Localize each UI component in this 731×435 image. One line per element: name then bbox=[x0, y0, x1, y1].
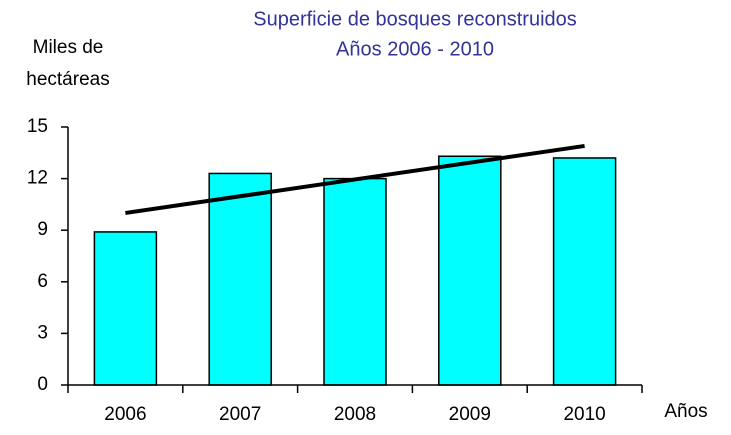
chart-subtitle: Años 2006 - 2010 bbox=[336, 38, 494, 60]
bar bbox=[208, 172, 272, 386]
x-axis-label: Años bbox=[664, 401, 707, 422]
y-tick-label: 9 bbox=[37, 219, 48, 240]
y-axis-label: Miles de bbox=[33, 37, 104, 58]
chart-title: Superficie de bosques reconstruidos bbox=[253, 8, 577, 30]
bar bbox=[93, 231, 158, 386]
bar bbox=[438, 155, 502, 386]
trend-line bbox=[125, 143, 585, 215]
y-tick-label: 3 bbox=[37, 322, 48, 343]
y-tick-label: 15 bbox=[27, 116, 48, 137]
y-axis-label: hectáreas bbox=[26, 69, 109, 90]
y-tick-label: 12 bbox=[27, 168, 48, 189]
x-tick-label: 2010 bbox=[563, 404, 605, 425]
x-tick-label: 2006 bbox=[104, 404, 146, 425]
bar bbox=[323, 177, 387, 386]
x-tick-label: 2007 bbox=[219, 404, 261, 425]
x-tick-label: 2008 bbox=[334, 404, 376, 425]
bar bbox=[552, 157, 617, 386]
y-tick-label: 6 bbox=[37, 271, 48, 292]
x-tick-label: 2009 bbox=[449, 404, 491, 425]
y-tick-label: 0 bbox=[37, 374, 48, 395]
